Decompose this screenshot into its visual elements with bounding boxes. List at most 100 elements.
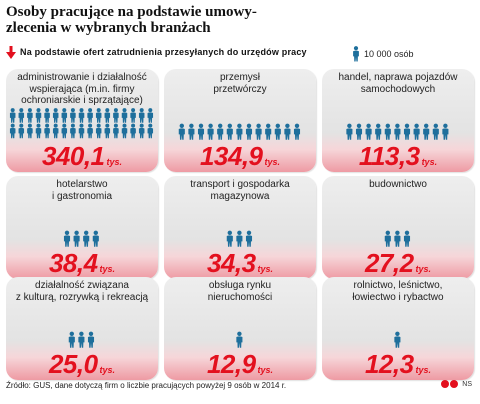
chart-card-5: budownictwo 27,2 tys. — [322, 176, 474, 279]
person-icon — [355, 123, 363, 140]
person-icons — [178, 123, 301, 140]
person-icon — [121, 123, 128, 139]
person-icon — [9, 123, 16, 139]
value-label: 12,9 tys. — [164, 351, 316, 377]
chart-card-6: działalność związana z kulturą, rozrywką… — [6, 277, 158, 380]
person-icons — [384, 230, 411, 247]
category-label: działalność związana z kulturą, rozrywką… — [15, 280, 149, 303]
person-icon — [18, 123, 25, 139]
person-icon — [265, 123, 272, 140]
value-label: 113,3 tys. — [322, 143, 474, 169]
person-icon — [83, 230, 90, 247]
person-icons — [394, 331, 401, 348]
person-icons — [226, 230, 253, 247]
brand-text: NS — [462, 380, 472, 388]
person-icon — [346, 123, 353, 140]
person-icon — [188, 123, 195, 140]
person-icon — [27, 123, 33, 139]
value-unit: tys. — [421, 157, 438, 167]
person-icon — [70, 123, 76, 139]
person-icon — [394, 331, 401, 348]
person-icon — [78, 123, 85, 139]
value-label: 12,3 tys. — [322, 351, 474, 377]
person-icon — [423, 123, 430, 140]
chart-card-4: transport i gospodarka magazynowa 34,3 ty… — [164, 176, 316, 279]
value-label: 134,9 tys. — [164, 143, 316, 169]
person-icon — [293, 123, 301, 140]
category-label: administrowanie i działalność wspierając… — [17, 72, 147, 106]
category-label: budownictwo — [369, 179, 427, 190]
person-icon — [61, 108, 68, 123]
person-icon — [375, 123, 382, 140]
value-unit: tys. — [264, 157, 281, 167]
category-label: obsługa rynku nieruchomości — [207, 280, 273, 303]
legend: 10 000 osób — [352, 46, 414, 62]
value-label: 25,0 tys. — [6, 351, 158, 377]
person-icon — [403, 230, 411, 247]
person-icon — [138, 108, 145, 123]
person-icon — [113, 108, 119, 123]
person-icon — [78, 331, 85, 348]
person-icons — [236, 331, 243, 348]
person-icon — [95, 108, 102, 123]
person-icon — [394, 123, 401, 140]
category-label: hotelarstwo i gastronomia — [51, 179, 113, 202]
legend-label: 10 000 osób — [364, 49, 414, 59]
person-icon — [87, 123, 93, 139]
chart-card-8: rolnictwo, leśnictwo, łowiectwo i rybact… — [322, 277, 474, 380]
person-icon — [217, 123, 224, 140]
value-number: 12,9 — [206, 349, 256, 379]
person-icon — [87, 108, 93, 123]
person-icon — [104, 123, 111, 139]
person-icon — [255, 123, 262, 140]
value-label: 340,1 tys. — [6, 143, 158, 169]
value-number: 12,3 — [364, 349, 414, 379]
chart-card-2: handel, naprawa pojazdów samochodowych 1… — [322, 69, 474, 172]
category-label: handel, naprawa pojazdów samochodowych — [338, 72, 458, 95]
person-icon — [44, 108, 50, 123]
person-icon — [442, 123, 449, 140]
chart-card-1: przemysł przetwórczy 134,9 tys. — [164, 69, 316, 172]
value-unit: tys. — [415, 365, 432, 375]
value-number: 34,3 — [206, 248, 256, 278]
person-icon — [87, 331, 95, 348]
logo-dot-icon — [450, 380, 459, 388]
person-icon — [27, 108, 33, 123]
person-icon — [18, 108, 25, 123]
value-label: 34,3 tys. — [164, 250, 316, 276]
value-unit: tys. — [257, 365, 274, 375]
down-arrow-icon — [6, 46, 16, 59]
person-icons — [68, 331, 95, 348]
person-icon — [394, 230, 401, 247]
person-icon — [178, 123, 185, 140]
person-icon — [147, 123, 154, 139]
chart-card-3: hotelarstwo i gastronomia 38,4 tys. — [6, 176, 158, 279]
person-icon — [95, 123, 102, 139]
person-icon — [9, 108, 16, 123]
value-number: 134,9 — [199, 141, 263, 171]
value-unit: tys. — [99, 365, 116, 375]
person-icon — [121, 108, 128, 123]
person-icon — [113, 123, 119, 139]
person-icon — [384, 123, 391, 140]
person-icon — [207, 123, 214, 140]
person-icon — [245, 123, 253, 140]
person-icon — [104, 108, 111, 123]
person-icons — [346, 123, 449, 140]
person-icon — [70, 108, 76, 123]
chart-subtitle: Na podstawie ofert zatrudnienia przesyła… — [20, 47, 307, 57]
person-icons — [9, 108, 154, 139]
value-unit: tys. — [415, 264, 432, 274]
value-number: 113,3 — [358, 141, 420, 171]
person-icon — [138, 123, 145, 139]
value-unit: tys. — [99, 264, 116, 274]
person-icon — [52, 123, 59, 139]
chart-title: Osoby pracujące na podstawie umowy-zlece… — [6, 4, 257, 36]
person-icon — [63, 230, 71, 247]
person-icon — [130, 108, 136, 123]
person-icon — [384, 230, 391, 247]
category-label: rolnictwo, leśnictwo, łowiectwo i rybact… — [352, 280, 444, 303]
person-icons — [63, 230, 99, 247]
source-note: Źródło: GUS, dane dotyczą firm o liczbie… — [6, 381, 287, 390]
chart-card-7: obsługa rynku nieruchomości 12,9 tys. — [164, 277, 316, 380]
